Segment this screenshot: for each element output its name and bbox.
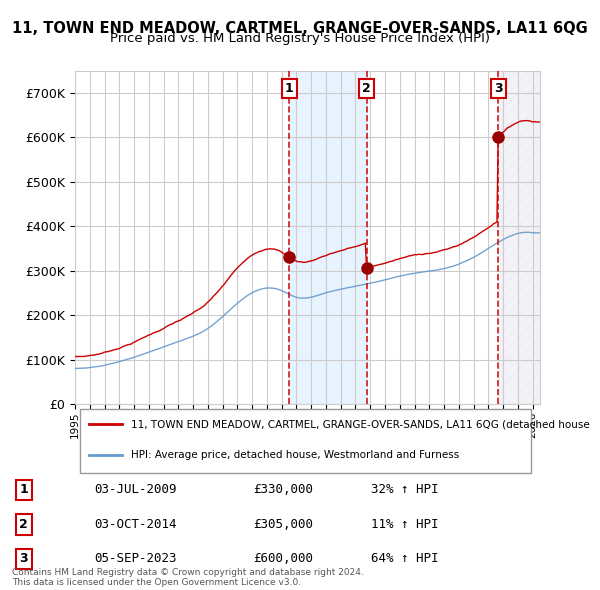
Text: 1: 1	[284, 82, 293, 95]
Text: £305,000: £305,000	[253, 518, 313, 531]
Text: HPI: Average price, detached house, Westmorland and Furness: HPI: Average price, detached house, West…	[131, 450, 459, 460]
Text: 2: 2	[362, 82, 371, 95]
Text: 2: 2	[19, 518, 28, 531]
Text: 11% ↑ HPI: 11% ↑ HPI	[371, 518, 438, 531]
Text: 03-JUL-2009: 03-JUL-2009	[94, 483, 176, 496]
Text: 3: 3	[19, 552, 28, 565]
Text: Contains HM Land Registry data © Crown copyright and database right 2024.
This d: Contains HM Land Registry data © Crown c…	[12, 568, 364, 587]
Text: £330,000: £330,000	[253, 483, 313, 496]
Bar	[289, 71, 367, 404]
Text: 03-OCT-2014: 03-OCT-2014	[94, 518, 176, 531]
Text: 64% ↑ HPI: 64% ↑ HPI	[371, 552, 438, 565]
Text: 32% ↑ HPI: 32% ↑ HPI	[371, 483, 438, 496]
Text: £600,000: £600,000	[253, 552, 313, 565]
Text: 05-SEP-2023: 05-SEP-2023	[94, 552, 176, 565]
Text: 3: 3	[494, 82, 503, 95]
Text: Price paid vs. HM Land Registry's House Price Index (HPI): Price paid vs. HM Land Registry's House …	[110, 32, 490, 45]
Text: 1: 1	[19, 483, 28, 496]
FancyBboxPatch shape	[80, 409, 531, 473]
Bar	[498, 71, 540, 404]
Text: 11, TOWN END MEADOW, CARTMEL, GRANGE-OVER-SANDS, LA11 6QG (detached house: 11, TOWN END MEADOW, CARTMEL, GRANGE-OVE…	[131, 419, 590, 430]
Text: 11, TOWN END MEADOW, CARTMEL, GRANGE-OVER-SANDS, LA11 6QG: 11, TOWN END MEADOW, CARTMEL, GRANGE-OVE…	[12, 21, 588, 35]
